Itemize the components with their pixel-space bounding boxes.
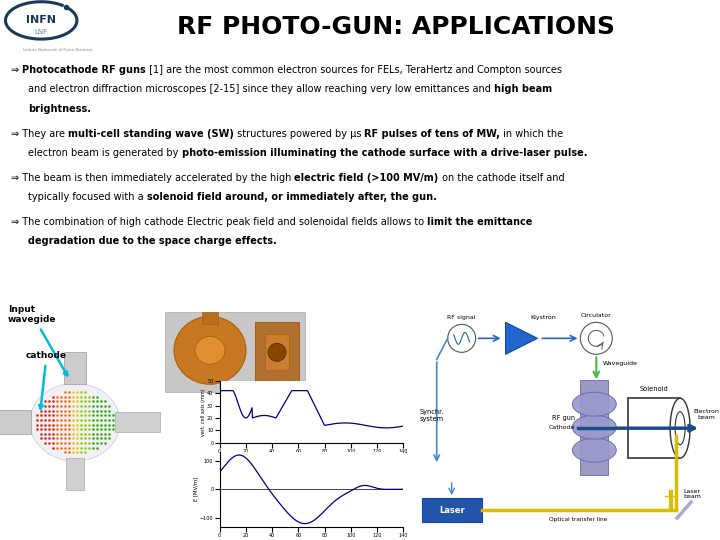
- Text: Input
wavegide: Input wavegide: [8, 305, 67, 375]
- Text: Istituto Nazionale di Fisica Nucleare: Istituto Nazionale di Fisica Nucleare: [23, 48, 93, 52]
- Text: typically focused with a: typically focused with a: [28, 192, 147, 202]
- Ellipse shape: [670, 398, 690, 458]
- Bar: [0, 410, 31, 434]
- Bar: [165, 312, 305, 392]
- Text: and electron diffraction microscopes [2-15] since they allow reaching very low e: and electron diffraction microscopes [2-…: [28, 84, 495, 94]
- Text: ⇒ The beam is then immediately accelerated by the high: ⇒ The beam is then immediately accelerat…: [11, 173, 294, 183]
- X-axis label: z [mm]: z [mm]: [302, 539, 321, 540]
- Text: degradation due to the space charge effects.: degradation due to the space charge effe…: [28, 236, 277, 246]
- Text: high beam: high beam: [495, 84, 552, 94]
- Bar: [64, 352, 86, 384]
- Text: RF pulses of tens of MW,: RF pulses of tens of MW,: [364, 129, 500, 139]
- X-axis label: length, z-axis z / mm: length, z-axis z / mm: [284, 455, 339, 461]
- Text: Solenoid: Solenoid: [640, 386, 669, 392]
- Circle shape: [448, 325, 476, 352]
- Text: electric field (>100 MV/m): electric field (>100 MV/m): [294, 173, 438, 183]
- Bar: [202, 312, 218, 325]
- Text: cathode: cathode: [26, 352, 67, 409]
- Text: brightness.: brightness.: [28, 104, 91, 113]
- Text: RF signal: RF signal: [447, 315, 476, 320]
- Bar: [115, 412, 160, 432]
- Text: ⇒ The combination of high cathode Electric peak field and solenoidal fields allo: ⇒ The combination of high cathode Electr…: [11, 217, 427, 227]
- Circle shape: [580, 322, 612, 354]
- Text: Waveguide: Waveguide: [603, 361, 637, 366]
- Polygon shape: [505, 322, 537, 354]
- Ellipse shape: [268, 343, 286, 361]
- Text: electron beam is generated by: electron beam is generated by: [28, 148, 182, 158]
- Text: Laser
beam: Laser beam: [683, 489, 701, 500]
- Bar: [422, 498, 482, 522]
- Ellipse shape: [572, 438, 616, 462]
- Text: ⇒: ⇒: [11, 65, 22, 75]
- Text: Optical transfer line: Optical transfer line: [549, 517, 608, 522]
- Bar: [580, 380, 608, 475]
- Text: RF gun: RF gun: [552, 415, 575, 421]
- Text: multi-cell standing wave (SW): multi-cell standing wave (SW): [68, 129, 234, 139]
- Text: structures powered by μs: structures powered by μs: [234, 129, 364, 139]
- Text: Photocathode RF guns: Photocathode RF guns: [22, 65, 145, 75]
- Ellipse shape: [572, 415, 616, 439]
- Text: Circulator: Circulator: [581, 313, 612, 319]
- Text: limit the emittance: limit the emittance: [427, 217, 532, 227]
- Ellipse shape: [195, 336, 225, 365]
- Text: on the cathode itself and: on the cathode itself and: [438, 173, 564, 183]
- Text: Synchr.
system: Synchr. system: [420, 409, 444, 422]
- Bar: [66, 458, 84, 490]
- Ellipse shape: [174, 316, 246, 384]
- Text: Laser: Laser: [438, 505, 464, 515]
- Ellipse shape: [675, 411, 685, 444]
- Text: Electron
beam: Electron beam: [693, 409, 719, 420]
- Text: INFN: INFN: [26, 15, 56, 25]
- Y-axis label: E [MV/m]: E [MV/m]: [194, 477, 199, 501]
- Y-axis label: vert. cell axis (mm): vert. cell axis (mm): [201, 388, 206, 436]
- Text: [1] are the most common electron sources for FELs, TeraHertz and Compton sources: [1] are the most common electron sources…: [145, 65, 562, 75]
- Text: photo-emission illuminating the cathode surface with a drive-laser pulse.: photo-emission illuminating the cathode …: [182, 148, 588, 158]
- Text: solenoid field around, or immediately after, the gun.: solenoid field around, or immediately af…: [147, 192, 437, 202]
- Ellipse shape: [572, 392, 616, 416]
- Bar: [265, 334, 289, 370]
- Ellipse shape: [30, 383, 120, 461]
- Text: ⇒ They are: ⇒ They are: [11, 129, 68, 139]
- Text: Cathode: Cathode: [549, 424, 575, 430]
- Bar: [629, 398, 680, 458]
- Text: LNF: LNF: [35, 29, 48, 35]
- Text: Klystron: Klystron: [531, 315, 557, 320]
- Text: in which the: in which the: [500, 129, 564, 139]
- Text: RF PHOTO-GUN: APPLICATIONS: RF PHOTO-GUN: APPLICATIONS: [176, 15, 615, 39]
- Bar: [255, 322, 299, 382]
